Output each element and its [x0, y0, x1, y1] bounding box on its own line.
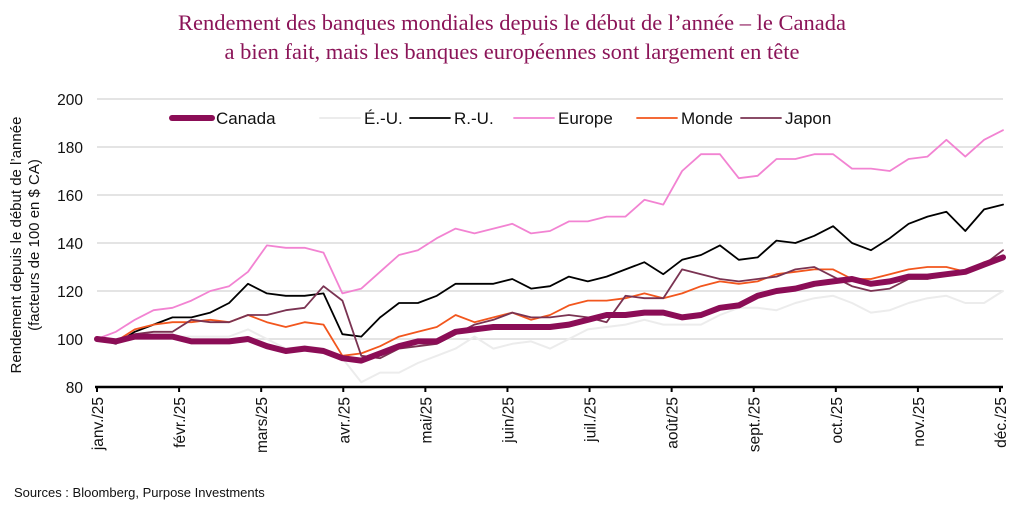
legend-item-Europe: Europe — [513, 109, 613, 128]
legend-label: Japon — [785, 109, 831, 128]
legend-item-Canada: Canada — [169, 109, 276, 128]
series-line-É.-U. — [96, 290, 1004, 384]
legend-label: Europe — [558, 109, 613, 128]
legend-item-Monde: Monde — [636, 109, 733, 128]
legend-label: Monde — [681, 109, 733, 128]
y-tick-label: 80 — [66, 380, 84, 397]
series-line-Japon — [96, 249, 1004, 360]
legend-label: É.-U. — [364, 109, 403, 128]
y-axis-label: Rendement depuis le début de l’année(fac… — [8, 117, 43, 374]
y-axis-label-line-2: (facteurs de 100 en $ CA) — [26, 159, 43, 331]
series-line-R.-U. — [96, 203, 1004, 345]
legend-item-É.-U.: É.-U. — [319, 109, 403, 128]
y-axis-label-line-1: Rendement depuis le début de l’année — [8, 117, 25, 374]
x-tick-label: févr./25 — [172, 397, 189, 448]
legend-item-Japon: Japon — [740, 109, 831, 128]
x-tick-label: mars/25 — [254, 397, 271, 453]
y-tick-label: 200 — [57, 92, 83, 109]
chart-title-line-2: a bien fait, mais les banques européenne… — [224, 39, 800, 64]
x-tick-label: août/25 — [665, 397, 682, 449]
y-tick-label: 100 — [57, 332, 83, 349]
x-tick-label: mai/25 — [418, 397, 435, 444]
series-line-Europe — [96, 129, 1004, 340]
x-tick-label: juil./25 — [583, 397, 600, 443]
legend-label: Canada — [216, 109, 276, 128]
source-note: Sources : Bloomberg, Purpose Investments — [14, 485, 265, 500]
y-tick-label: 120 — [57, 284, 83, 301]
series-line-Canada — [94, 254, 1006, 364]
x-tick-label: sept./25 — [747, 397, 764, 452]
chart-title: Rendement des banques mondiales depuis l… — [0, 8, 1024, 66]
x-tick-label: nov./25 — [911, 397, 928, 447]
x-tick-label: oct./25 — [829, 397, 846, 444]
y-tick-label: 140 — [57, 236, 83, 253]
x-tick-label: juin/25 — [500, 397, 517, 444]
y-tick-label: 160 — [57, 188, 83, 205]
x-tick-label: janv./25 — [90, 397, 107, 451]
chart-title-line-1: Rendement des banques mondiales depuis l… — [178, 10, 846, 35]
legend-label: R.-U. — [454, 109, 494, 128]
x-tick-label: déc./25 — [993, 397, 1010, 448]
legend-item-R.-U.: R.-U. — [409, 109, 494, 128]
y-tick-label: 180 — [57, 140, 83, 157]
x-tick-label: avr./25 — [336, 397, 353, 444]
